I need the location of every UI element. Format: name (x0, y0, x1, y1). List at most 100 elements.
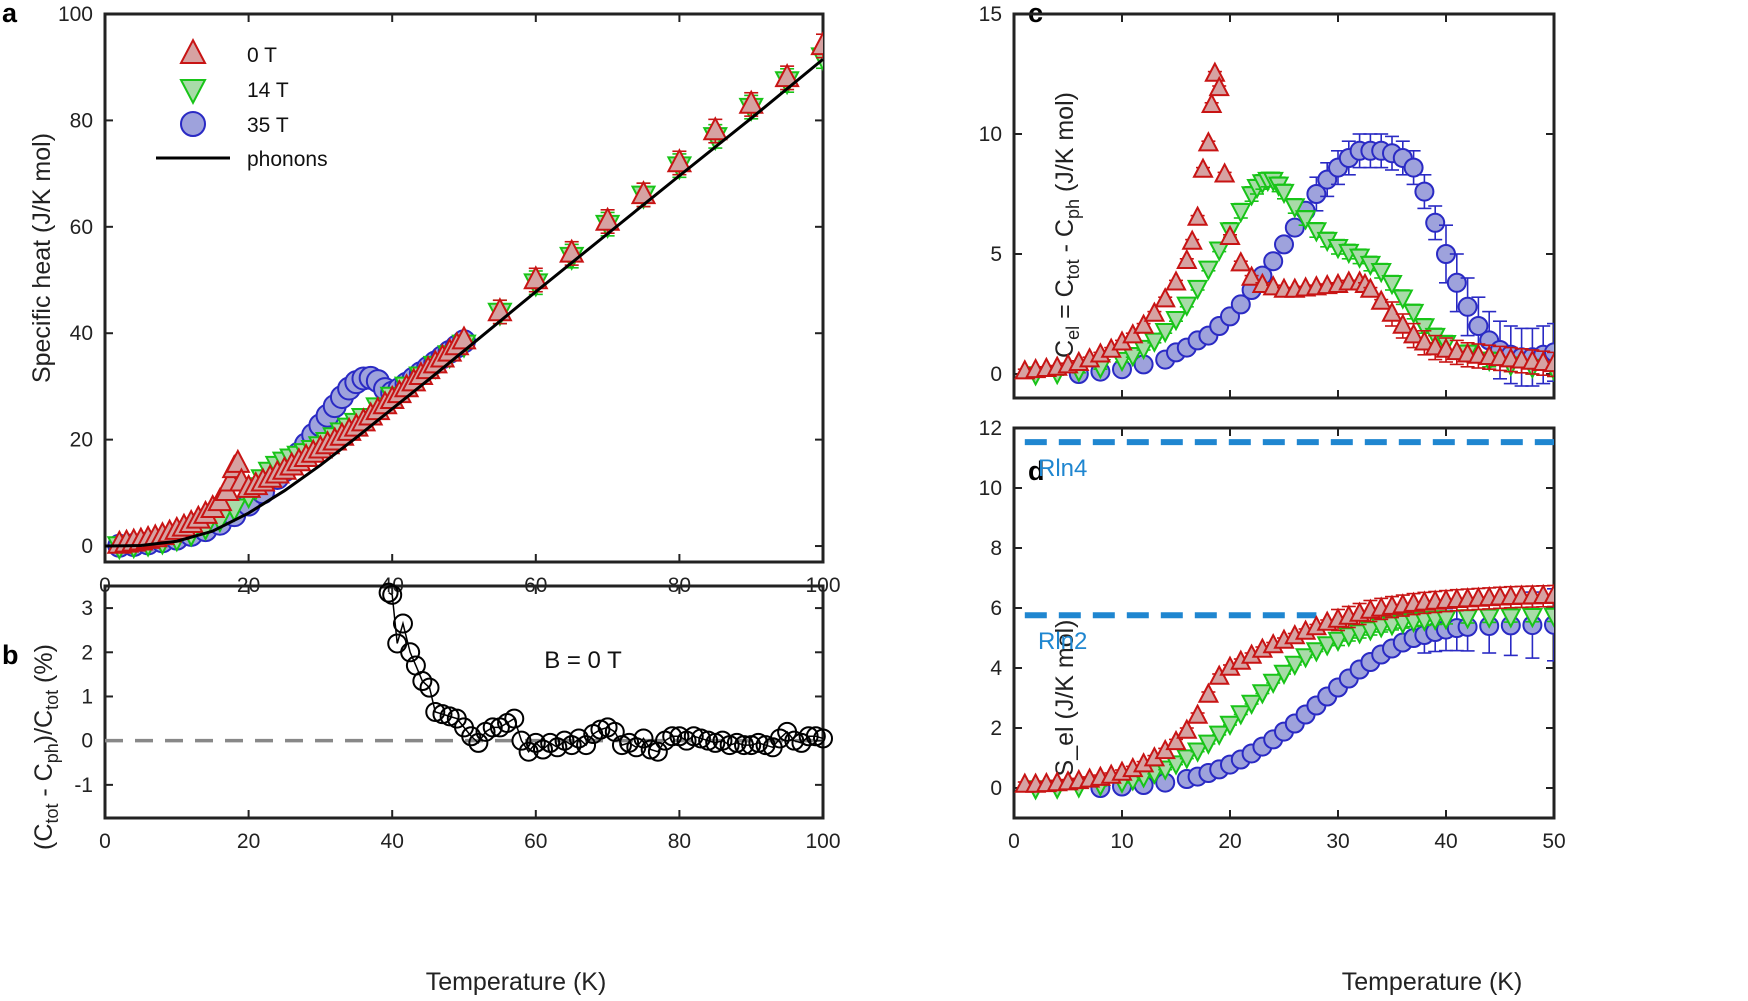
legend-marker-0t (179, 38, 207, 64)
data-point (702, 116, 728, 141)
legend-label: 35 T (247, 114, 289, 137)
panel-d-xtick-label: 40 (1434, 830, 1457, 853)
panel-b-xtick-label: 0 (99, 830, 111, 853)
data-point (1219, 715, 1241, 736)
panel-d-xtick-label: 10 (1110, 830, 1133, 853)
data-point (1240, 694, 1263, 715)
data-point (1143, 332, 1166, 353)
panel-b-ylabel: (Ctot - Cph)/Ctot (%) (30, 644, 62, 850)
data-point (1468, 316, 1489, 336)
data-point (1132, 313, 1155, 334)
panel-a-ytick-label: 40 (70, 322, 93, 345)
data-point (1230, 203, 1252, 224)
data-point (468, 732, 489, 753)
panel-label-b: b (2, 640, 19, 670)
data-point (1219, 224, 1241, 245)
panel-d-ytick-label: 0 (990, 777, 1002, 800)
data-point (576, 735, 597, 756)
data-point (734, 735, 755, 756)
data-point (1186, 205, 1209, 226)
data-point (1392, 289, 1414, 310)
data-point (1165, 270, 1187, 291)
annotation-field: B = 0 T (544, 647, 622, 674)
panel-d-ytick-label: 4 (990, 657, 1002, 680)
legend: 0 T 14 T 35 T phonons (156, 38, 328, 171)
panel-a-series-0t (106, 31, 823, 554)
panel-b-ytick-label: 3 (81, 597, 93, 620)
data-point (1414, 181, 1435, 202)
data-point (1176, 749, 1198, 770)
data-point (1457, 296, 1478, 317)
data-point (382, 584, 403, 605)
data-point (1284, 198, 1306, 219)
data-point (1154, 323, 1176, 344)
data-point (561, 735, 582, 756)
panel-a-ytick-label: 80 (70, 109, 93, 132)
data-point (1122, 323, 1144, 344)
data-point (1370, 263, 1392, 284)
data-point (1230, 251, 1252, 272)
panel-b-xtick-label: 100 (805, 830, 840, 853)
panel-a-ytick-label: 0 (81, 535, 93, 558)
data-point (1263, 251, 1284, 272)
panel-label-a: a (2, 0, 18, 28)
legend-marker-14t (179, 79, 207, 105)
data-point (523, 265, 549, 290)
data-point (1176, 718, 1198, 739)
data-point (1176, 248, 1198, 269)
data-point (1381, 275, 1403, 296)
data-point (662, 726, 683, 747)
panel-a-ytick-label: 100 (58, 3, 93, 26)
data-point (1186, 279, 1209, 301)
data-point (1543, 583, 1554, 604)
data-point (1197, 260, 1220, 281)
data-point (1197, 131, 1220, 152)
data-point (412, 671, 433, 692)
data-point (813, 728, 833, 749)
data-point (1403, 157, 1424, 178)
data-point (1154, 287, 1176, 308)
data-point (1181, 229, 1203, 250)
data-point (451, 325, 477, 350)
data-point (769, 728, 790, 749)
data-point (1274, 234, 1294, 255)
data-point (1273, 183, 1295, 205)
panel-d-ytick-label: 6 (990, 597, 1002, 620)
data-point (774, 63, 800, 88)
data-point (547, 737, 568, 758)
panel-label-d: d (1028, 456, 1045, 486)
data-point (1500, 608, 1522, 629)
panel-b-ytick-label: 0 (81, 730, 93, 753)
panel-c-frame (1012, 12, 1556, 400)
data-point (594, 206, 621, 231)
data-point (1306, 184, 1327, 204)
data-point (1186, 703, 1209, 724)
panel-d-xlabel: Temperature (K) (1342, 968, 1523, 996)
panel-d-xtick-label: 50 (1542, 830, 1565, 853)
data-point (1262, 673, 1284, 694)
data-point (1165, 729, 1187, 751)
data-point (525, 732, 546, 753)
panel-b-ytick-label: -1 (74, 774, 93, 797)
panel-d-series-0t (1014, 583, 1554, 793)
data-point (400, 642, 421, 663)
panel-a-frame (103, 12, 825, 564)
panel-d-ytick-label: 10 (979, 477, 1002, 500)
data-point (1294, 210, 1317, 231)
panel-d-xtick-label: 20 (1218, 830, 1241, 853)
data-point (1208, 75, 1230, 97)
data-point (1425, 212, 1446, 233)
data-point (419, 677, 440, 698)
reference-label-rln2: Rln2 (1038, 628, 1087, 655)
panel-c-ytick-label: 15 (979, 3, 1002, 26)
panel-b-xtick-label: 60 (524, 830, 547, 853)
data-point (1294, 648, 1317, 669)
panel-d-ytick-label: 12 (979, 417, 1002, 440)
data-point (1251, 684, 1274, 705)
data-point (1381, 301, 1403, 322)
data-point (1370, 289, 1392, 310)
data-point (482, 717, 503, 738)
data-point (810, 31, 823, 56)
legend-label: phonons (247, 148, 328, 171)
